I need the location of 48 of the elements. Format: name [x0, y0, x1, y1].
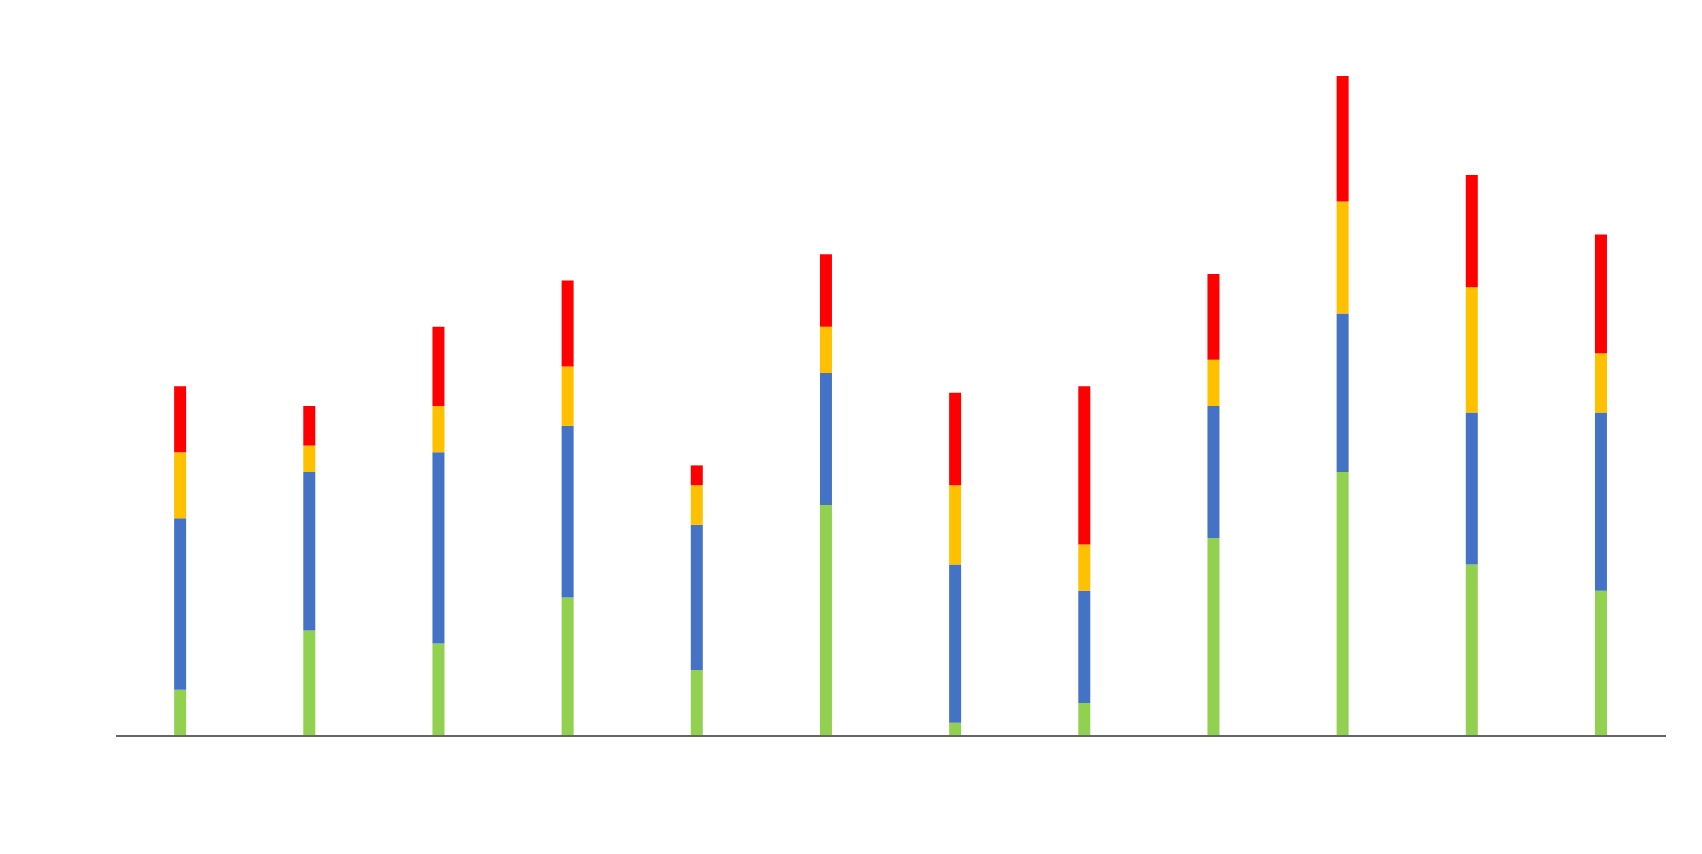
bar: [1336, 313, 1349, 472]
bar: [1594, 412, 1607, 591]
bar: [949, 564, 962, 723]
bar: [1078, 590, 1091, 703]
bar: [1207, 359, 1220, 406]
bar: [1465, 175, 1478, 288]
bar: [1336, 201, 1349, 314]
bar: [561, 597, 574, 736]
bar: [819, 373, 832, 505]
bar: [949, 485, 962, 565]
bar: [432, 326, 445, 406]
bar: [432, 643, 445, 736]
bar: [690, 670, 703, 736]
bar: [1207, 406, 1220, 538]
bar: [174, 689, 187, 736]
bar: [303, 406, 316, 446]
bar: [690, 485, 703, 525]
bar: [819, 326, 832, 373]
bar: [1594, 234, 1607, 354]
bar: [432, 452, 445, 644]
bar: [690, 524, 703, 670]
bar: [561, 366, 574, 426]
bar: [1465, 564, 1478, 736]
bar: [1207, 538, 1220, 736]
bar: [174, 452, 187, 519]
bar: [1078, 703, 1091, 736]
bar: [303, 630, 316, 736]
bar: [1207, 274, 1220, 360]
bar: [819, 254, 832, 327]
bar: [690, 465, 703, 486]
bar: [174, 518, 187, 690]
bar: [1336, 76, 1349, 202]
bar: [1336, 472, 1349, 736]
bar: [174, 386, 187, 453]
bar: [1078, 386, 1091, 545]
bar: [819, 505, 832, 736]
bar: [303, 445, 316, 472]
bar: [561, 280, 574, 367]
bar: [949, 392, 962, 486]
bar: [949, 722, 962, 736]
bar: [561, 425, 574, 598]
bar: [1594, 590, 1607, 736]
bar: [303, 472, 316, 631]
bar: [432, 406, 445, 453]
bar: [1465, 287, 1478, 413]
bar: [1465, 412, 1478, 565]
bar: [1594, 353, 1607, 413]
bar: [1078, 544, 1091, 591]
